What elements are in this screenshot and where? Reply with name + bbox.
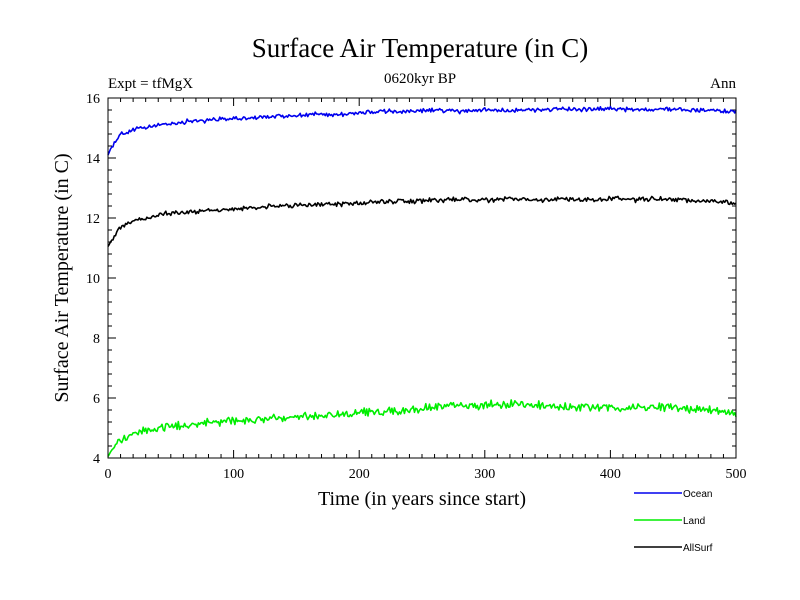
- y-tick-label: 6: [93, 392, 100, 407]
- y-tick-label: 12: [86, 212, 100, 227]
- season-label: Ann: [710, 76, 736, 92]
- experiment-label: Expt = tfMgX: [108, 76, 193, 92]
- series-lines: [107, 105, 737, 457]
- y-tick-label: 16: [86, 92, 100, 107]
- y-axis-label: Surface Air Temperature (in C): [51, 153, 73, 402]
- x-tick-label: 300: [474, 467, 495, 482]
- y-tick-labels: 4 6 8 10 12 14 16: [86, 92, 100, 467]
- y-tick-label: 14: [86, 152, 100, 167]
- series-line-ocean: [107, 105, 737, 156]
- y-tick-label: 10: [86, 272, 100, 287]
- axis-ticks: [107, 97, 737, 459]
- x-axis-label: Time (in years since start): [318, 488, 526, 510]
- x-tick-label: 200: [349, 467, 370, 482]
- legend-label-allsurf: AllSurf: [683, 543, 713, 554]
- series-line-allsurf: [107, 195, 737, 247]
- y-tick-label: 8: [93, 332, 100, 347]
- legend: Ocean Land AllSurf: [634, 489, 713, 554]
- y-tick-label: 4: [93, 452, 100, 467]
- series-line-land: [107, 399, 737, 457]
- x-tick-label: 0: [105, 467, 112, 482]
- chart-title: Surface Air Temperature (in C): [252, 33, 589, 63]
- plot-frame: [107, 97, 737, 459]
- legend-label-ocean: Ocean: [683, 489, 712, 500]
- x-tick-label: 500: [726, 467, 747, 482]
- x-tick-label: 400: [600, 467, 621, 482]
- x-tick-labels: 0 100 200 300 400 500: [105, 467, 747, 482]
- legend-label-land: Land: [683, 516, 705, 527]
- period-label: 0620kyr BP: [384, 71, 456, 87]
- x-tick-label: 100: [223, 467, 244, 482]
